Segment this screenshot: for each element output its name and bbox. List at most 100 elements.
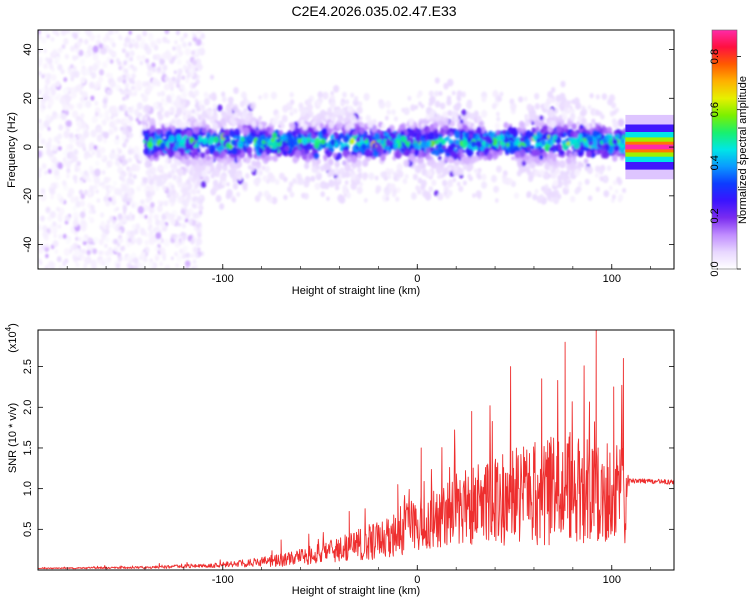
spectrogram-cell [217,163,221,168]
spectrogram-cell [277,138,281,143]
spectrogram-cell [500,144,505,150]
spectrogram-cell [56,206,61,212]
spectrogram-cell [151,62,156,68]
spectrogram-cell [577,161,582,167]
spectrogram-cell [235,170,241,178]
spectrogram-cell [323,163,329,170]
spectrogram-cell [86,249,91,256]
spectrogram-cell [515,139,521,146]
spectrogram-cell [103,176,110,184]
spectrogram-cell [437,192,444,201]
spectrogram-cell [172,174,178,181]
spectrogram-cell [262,175,268,182]
spectrogram-cell [559,149,565,156]
spectrogram-cell [256,155,261,161]
spectrogram-cell [188,151,192,156]
spectrogram-cell [548,151,554,159]
spectrogram-cell [595,186,600,193]
spectrogram-cell [61,44,66,50]
spectrogram-cell [38,224,42,231]
spectrogram-cell [197,74,201,79]
spectrogram-cell [289,92,294,98]
spectrogram-cell [65,95,72,103]
spectrogram-cell [134,43,139,49]
spectrogram-cell [475,190,482,198]
spectrogram-cell [80,67,87,75]
spectrogram-cell [199,251,203,256]
spectrogram-cell [156,128,162,136]
spectrogram-cell [156,66,162,73]
spectrogram-cell [245,173,250,179]
spectrogram-cell [391,109,396,115]
spectrogram-cell [108,72,113,79]
snr-y-tick-label: 2.5 [22,359,34,374]
spectrogram-cell [316,100,322,107]
spectrogram-cell [402,178,408,185]
spectrogram-cell [110,80,116,88]
spectrogram-cell [192,83,197,89]
spectrogram-cell [139,42,145,49]
spectrogram-cell [428,90,434,97]
spectrogram-cell [182,187,189,196]
spectrogram-cell [225,142,231,149]
spectrogram-cell [566,121,573,128]
spectrogram-cell [199,194,203,200]
spectrogram-cell [251,160,256,167]
spectrogram-cell [496,116,501,122]
spectrogram-cell [156,204,163,213]
spectrogram-cell [473,168,478,174]
spectrogram-cell [247,164,252,170]
spectrogram-cell [75,55,79,60]
spectrogram-cell [139,115,144,121]
spectrogram-cell [334,108,341,116]
spectrogram-cell [427,131,434,140]
spectrogram-cell [80,142,86,149]
spectrogram-cell [261,139,266,145]
spectrogram-cell [574,168,581,177]
spectrogram-cell [480,151,485,157]
spectrogram-cell [193,225,198,231]
spectrogram-cell [359,182,364,187]
spectrogram-cell [102,98,108,105]
spectrogram-cell [77,236,82,242]
spectrogram-cell [96,126,102,133]
spectrogram-cell [150,41,156,48]
spectrogram-cell [257,123,263,130]
spectrogram-cell [352,130,357,137]
spectrogram-cell [186,60,190,65]
spectrogram-cell [237,140,244,149]
spectrogram-cell [424,191,431,200]
spectrogram-cell [526,191,532,198]
spectrogram-cell [617,118,625,127]
spectrogram-cell [153,44,159,51]
spectrogram-cell [109,59,114,64]
spectrogram-cell [193,264,198,269]
spectrogram-cell [611,194,616,200]
spectrogram-cell [174,40,178,45]
spectrogram-cell [40,188,46,195]
spectrogram-cell [606,126,613,134]
spectrogram-cell [569,163,574,169]
spectrogram-cell [46,72,52,79]
spectrogram-cell [176,83,180,88]
spectrogram-cell [105,200,111,207]
spectrogram-cell [137,120,142,125]
spectrogram-cell [553,196,560,205]
spectrogram-cell [326,152,332,158]
spectrogram-cell [117,242,121,247]
spectrogram-cell [212,103,217,109]
spectrogram-cell [297,133,303,140]
spectrogram-cell [144,160,151,169]
spectrogram-cell [96,151,102,159]
spectrogram-cell [549,135,553,141]
spectrogram-cell [98,182,102,187]
spectrogram-cell [45,253,49,259]
spectrogram-cell [126,187,133,196]
spectrogram-cell [149,137,153,142]
spectrogram-cell [245,143,250,148]
spectrogram-cell [298,142,304,149]
spectrogram-cell [223,160,228,167]
spectrogram-cell [360,122,365,128]
spectrogram-cell [338,122,344,129]
spectrogram-frame [37,29,675,270]
